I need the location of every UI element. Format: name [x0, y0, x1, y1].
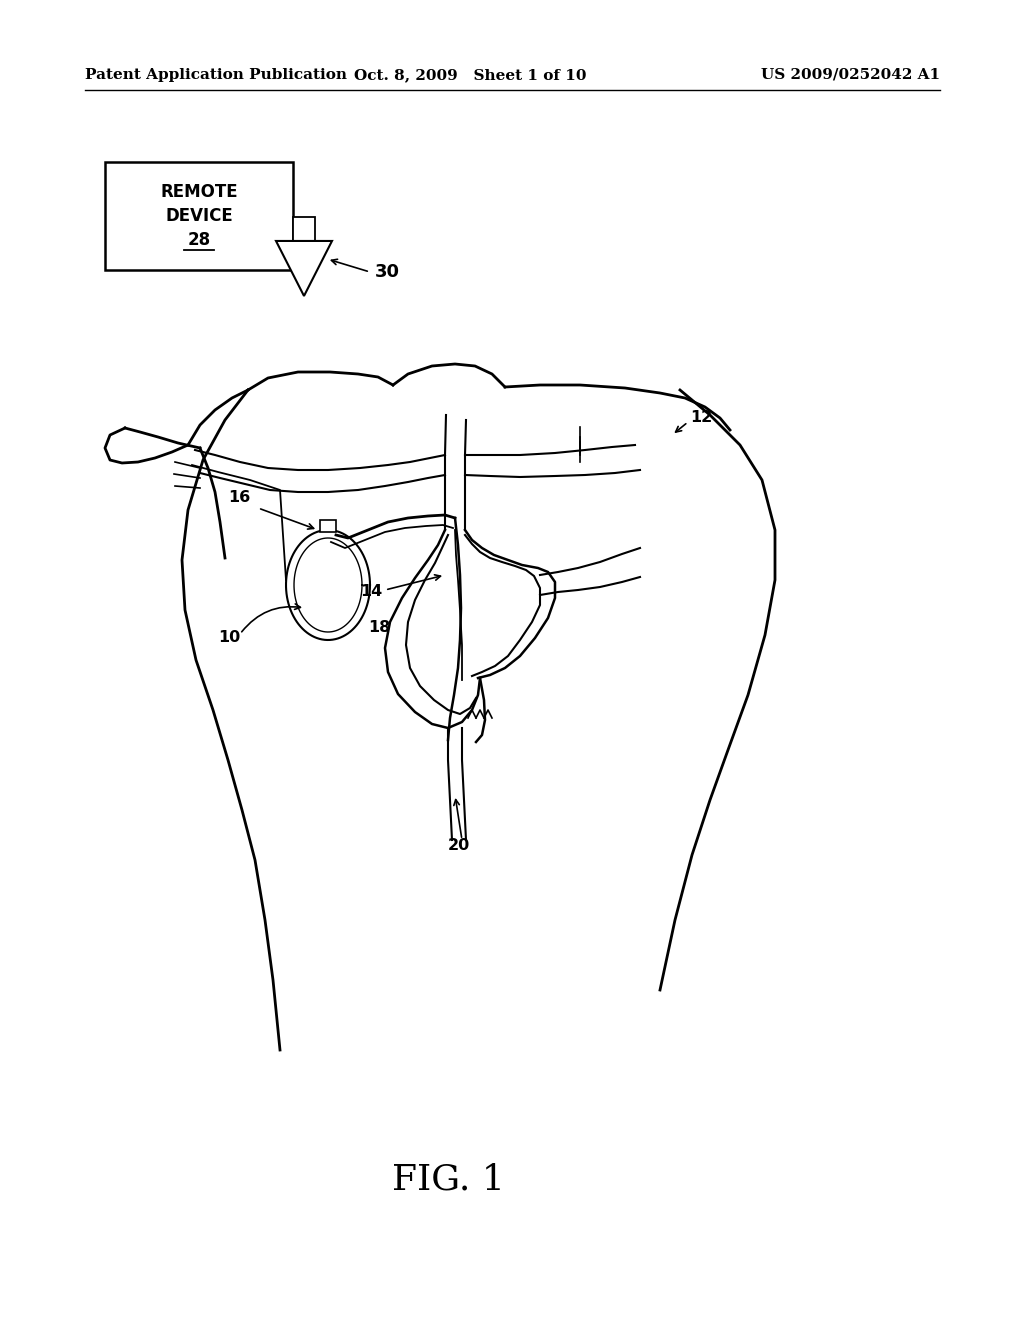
- Text: 16: 16: [228, 491, 250, 506]
- Text: 12: 12: [690, 411, 713, 425]
- Bar: [293, 216, 315, 242]
- Text: FIG. 1: FIG. 1: [391, 1162, 505, 1196]
- Bar: [319, 520, 336, 532]
- Text: US 2009/0252042 A1: US 2009/0252042 A1: [761, 69, 940, 82]
- Text: REMOTE: REMOTE: [160, 183, 238, 201]
- Text: 10: 10: [218, 631, 241, 645]
- Text: 14: 14: [360, 585, 382, 599]
- Bar: [105, 162, 293, 271]
- Text: 30: 30: [375, 263, 400, 281]
- Text: 18: 18: [368, 620, 390, 635]
- Text: DEVICE: DEVICE: [165, 207, 232, 224]
- Text: 28: 28: [187, 231, 211, 249]
- Text: 20: 20: [449, 837, 470, 853]
- Text: Oct. 8, 2009   Sheet 1 of 10: Oct. 8, 2009 Sheet 1 of 10: [353, 69, 587, 82]
- Polygon shape: [276, 242, 332, 296]
- Text: Patent Application Publication: Patent Application Publication: [85, 69, 347, 82]
